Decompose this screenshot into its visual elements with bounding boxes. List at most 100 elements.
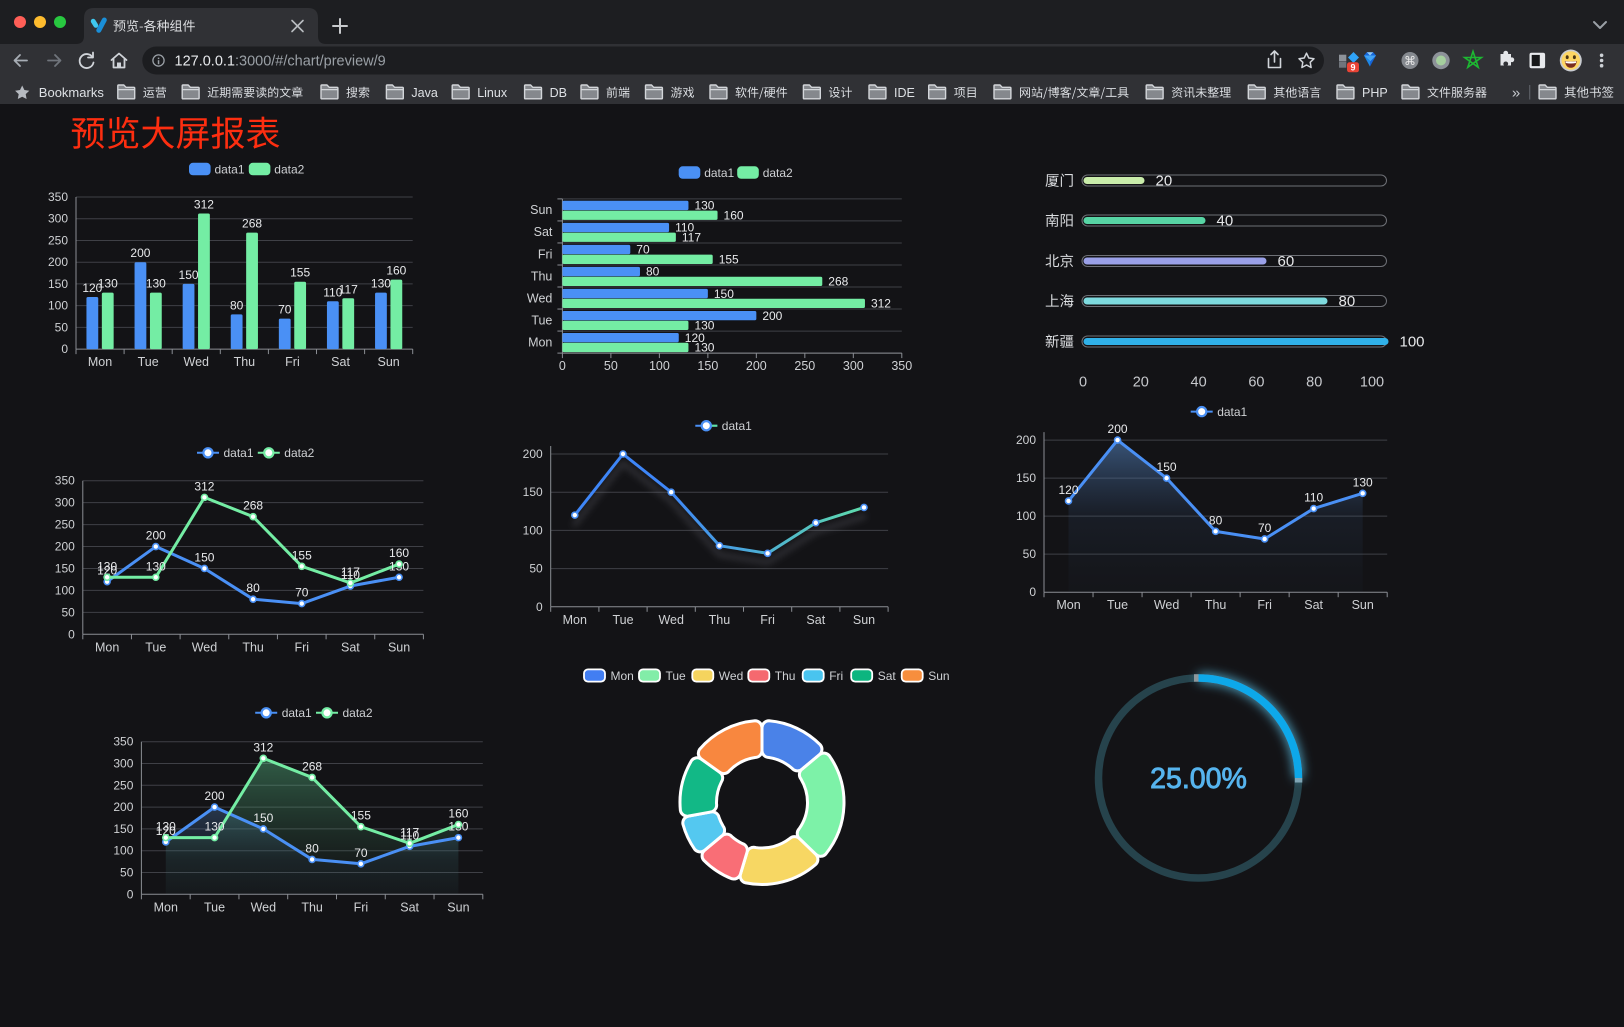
svg-text:300: 300 xyxy=(843,359,864,373)
svg-text:155: 155 xyxy=(292,548,312,562)
svg-text:100: 100 xyxy=(1016,509,1036,523)
svg-text:268: 268 xyxy=(242,217,262,231)
svg-text:150: 150 xyxy=(523,485,543,499)
svg-text:130: 130 xyxy=(694,341,714,355)
svg-text:Thu: Thu xyxy=(775,669,796,683)
svg-text:20: 20 xyxy=(1133,375,1149,391)
svg-text:200: 200 xyxy=(48,255,68,269)
svg-text:100: 100 xyxy=(113,844,133,858)
svg-text:155: 155 xyxy=(290,266,310,280)
svg-text:312: 312 xyxy=(194,479,214,493)
svg-text:200: 200 xyxy=(130,246,150,260)
svg-text:130: 130 xyxy=(1353,475,1373,489)
svg-text:200: 200 xyxy=(746,359,767,373)
svg-text:150: 150 xyxy=(194,550,214,564)
svg-text:100: 100 xyxy=(1360,375,1384,391)
svg-text:200: 200 xyxy=(1016,433,1036,447)
svg-text:130: 130 xyxy=(694,319,714,333)
svg-text:160: 160 xyxy=(389,546,409,560)
svg-text:Tue: Tue xyxy=(1107,598,1128,612)
svg-text:0: 0 xyxy=(1079,375,1087,391)
svg-text:120: 120 xyxy=(156,824,176,838)
svg-text:250: 250 xyxy=(113,778,133,792)
svg-text:data1: data1 xyxy=(704,166,734,180)
svg-text:100: 100 xyxy=(1400,334,1425,351)
svg-text:Sat: Sat xyxy=(341,640,360,654)
svg-text:Sat: Sat xyxy=(806,613,825,627)
svg-text:Wed: Wed xyxy=(658,613,684,627)
svg-text:Wed: Wed xyxy=(527,291,553,305)
svg-text:150: 150 xyxy=(179,268,199,282)
svg-text:130: 130 xyxy=(146,277,166,291)
svg-text:127.0.0.1:3000/#/chart/preview: 127.0.0.1:3000/#/chart/preview/9 xyxy=(175,54,386,70)
svg-text:350: 350 xyxy=(113,735,133,749)
svg-text:Tue: Tue xyxy=(204,900,225,914)
svg-text:Mon: Mon xyxy=(1056,598,1080,612)
svg-text:Fri: Fri xyxy=(1257,598,1272,612)
svg-text:data1: data1 xyxy=(215,162,245,176)
svg-text:50: 50 xyxy=(120,866,134,880)
svg-text:⌘: ⌘ xyxy=(1404,54,1416,68)
svg-text:Sat: Sat xyxy=(878,669,897,683)
svg-text:Mon: Mon xyxy=(88,355,112,369)
svg-text:130: 130 xyxy=(146,559,166,573)
svg-text:Thu: Thu xyxy=(234,355,256,369)
svg-text:268: 268 xyxy=(243,499,263,513)
svg-text:20: 20 xyxy=(1156,173,1173,190)
svg-text:117: 117 xyxy=(339,282,358,296)
svg-text:150: 150 xyxy=(253,811,273,825)
svg-text:150: 150 xyxy=(1157,460,1177,474)
svg-text:Sun: Sun xyxy=(1352,598,1374,612)
svg-text:data1: data1 xyxy=(224,446,254,460)
svg-text:80: 80 xyxy=(246,581,260,595)
svg-text:200: 200 xyxy=(205,789,225,803)
svg-text:155: 155 xyxy=(719,253,739,267)
svg-text:Tue: Tue xyxy=(138,355,159,369)
svg-text:Wed: Wed xyxy=(1154,598,1180,612)
svg-text:300: 300 xyxy=(113,757,133,771)
svg-text:120: 120 xyxy=(82,281,102,295)
svg-text:Linux: Linux xyxy=(477,86,508,100)
svg-text:Wed: Wed xyxy=(192,640,218,654)
svg-text:80: 80 xyxy=(230,298,244,312)
svg-text:268: 268 xyxy=(302,759,322,773)
svg-text:50: 50 xyxy=(1023,547,1037,561)
svg-text:350: 350 xyxy=(891,359,912,373)
svg-text:Sun: Sun xyxy=(388,640,410,654)
svg-text:80: 80 xyxy=(646,265,660,279)
svg-text:200: 200 xyxy=(146,529,166,543)
svg-text:130: 130 xyxy=(97,559,117,573)
svg-text:80: 80 xyxy=(1209,513,1223,527)
svg-text:Sun: Sun xyxy=(378,355,400,369)
svg-text:350: 350 xyxy=(48,190,68,204)
svg-text:Sat: Sat xyxy=(331,355,350,369)
svg-text:50: 50 xyxy=(604,359,618,373)
svg-text:Mon: Mon xyxy=(611,669,634,683)
svg-text:Sun: Sun xyxy=(853,613,875,627)
svg-text:Bookmarks: Bookmarks xyxy=(39,85,105,100)
svg-text:70: 70 xyxy=(295,586,309,600)
svg-text:120: 120 xyxy=(97,564,117,578)
svg-text:40: 40 xyxy=(1191,375,1207,391)
svg-text:100: 100 xyxy=(649,359,670,373)
svg-text:150: 150 xyxy=(714,287,734,301)
svg-text:Java: Java xyxy=(411,86,437,100)
svg-text:250: 250 xyxy=(48,233,68,247)
svg-text:Fri: Fri xyxy=(829,669,843,683)
svg-text:110: 110 xyxy=(675,221,694,235)
svg-text:250: 250 xyxy=(794,359,815,373)
svg-text:Fri: Fri xyxy=(354,900,369,914)
svg-text:Thu: Thu xyxy=(531,269,553,283)
svg-text:Tue: Tue xyxy=(612,613,633,627)
svg-text:Thu: Thu xyxy=(709,613,731,627)
svg-text:120: 120 xyxy=(685,331,705,345)
svg-text:DB: DB xyxy=(550,86,567,100)
svg-text:0: 0 xyxy=(127,887,134,901)
svg-text:40: 40 xyxy=(1217,213,1234,230)
svg-text:150: 150 xyxy=(55,561,75,575)
svg-text:160: 160 xyxy=(448,807,468,821)
svg-text:9: 9 xyxy=(1350,62,1355,72)
svg-text:200: 200 xyxy=(55,540,75,554)
svg-text:data2: data2 xyxy=(284,446,314,460)
svg-text:50: 50 xyxy=(55,320,69,334)
